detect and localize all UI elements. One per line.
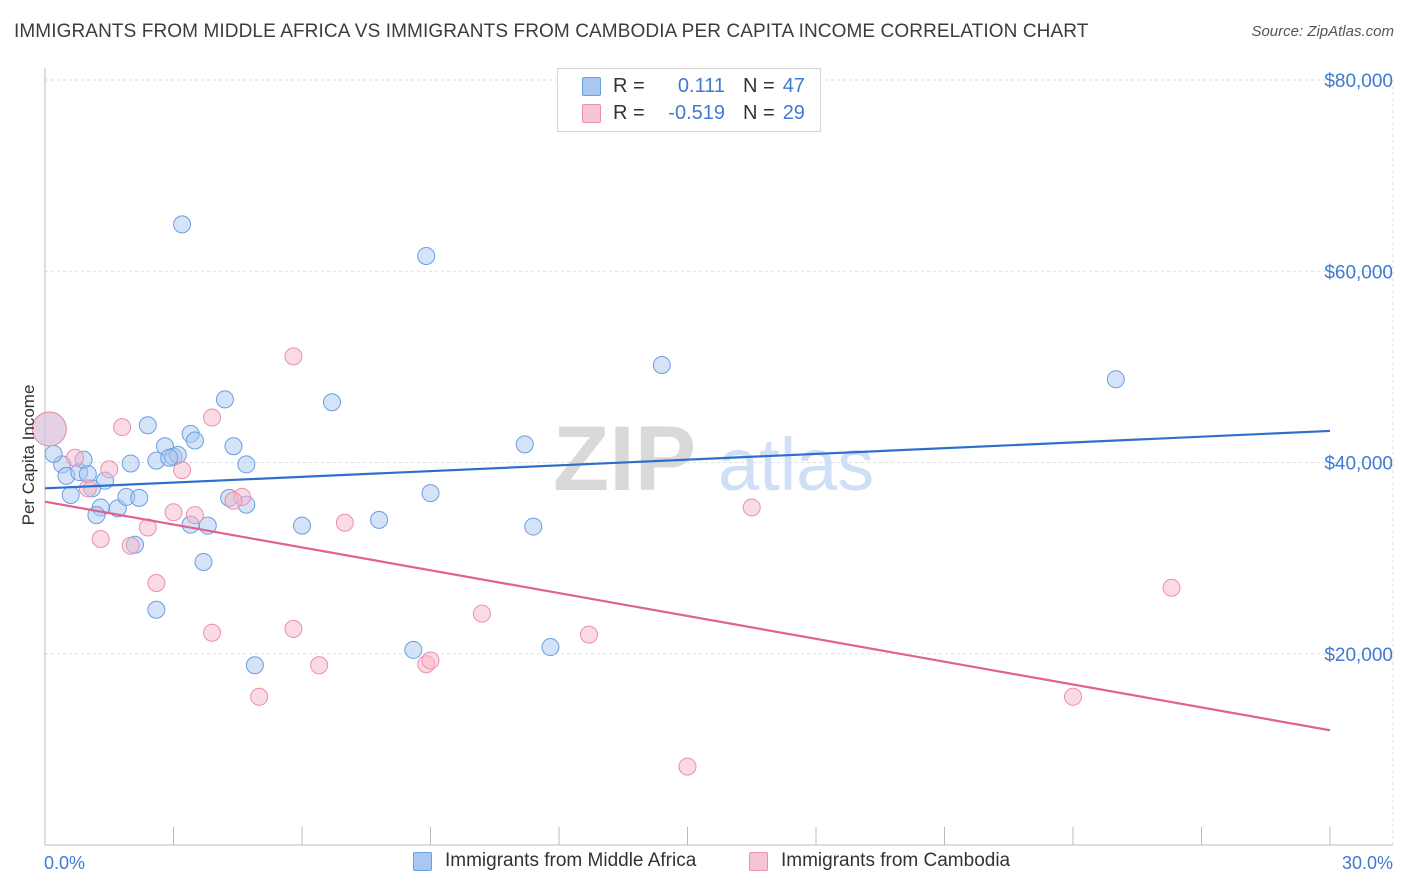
data-point — [44, 444, 63, 463]
trend-line-pink — [44, 500, 1331, 732]
legend-n-value: 29 — [782, 101, 805, 124]
data-point — [91, 530, 110, 548]
data-point — [173, 461, 192, 480]
data-point — [130, 488, 149, 507]
data-point — [173, 215, 192, 234]
legend-swatch-pink — [582, 103, 601, 123]
legend-swatch-blue — [582, 76, 601, 96]
data-point — [65, 448, 84, 467]
y-tick-label: $20,000 — [1324, 645, 1393, 666]
data-point — [215, 390, 234, 409]
legend-n-label: N = — [743, 101, 775, 124]
grid-lines — [45, 79, 1394, 845]
trend-line-blue — [44, 429, 1331, 490]
data-point — [203, 623, 222, 642]
data-point — [185, 431, 204, 450]
series-legend: Immigrants from Middle Africa Immigrants… — [0, 850, 1406, 878]
data-point — [160, 448, 179, 467]
data-point — [100, 460, 119, 479]
data-point — [421, 651, 440, 670]
data-point — [579, 625, 598, 644]
legend-r-label: R = — [613, 74, 645, 97]
data-point — [421, 484, 440, 503]
legend-item-middle-africa[interactable]: Immigrants from Middle Africa — [413, 850, 696, 872]
data-point — [147, 573, 166, 592]
data-point — [194, 552, 213, 571]
legend-swatch-pink — [749, 851, 768, 871]
legend-label-cambodia: Immigrants from Cambodia — [781, 850, 1011, 871]
y-tick-labels: $20,000 $40,000 $60,000 $80,000 — [1324, 71, 1393, 666]
data-point — [284, 347, 303, 366]
data-point — [310, 656, 329, 675]
legend-label-middle-africa: Immigrants from Middle Africa — [445, 850, 697, 871]
legend-r-value: 0.111 — [677, 74, 725, 97]
data-point — [524, 517, 543, 536]
data-point — [678, 757, 697, 776]
series-cambodia — [31, 347, 1181, 776]
chart-title: IMMIGRANTS FROM MIDDLE AFRICA VS IMMIGRA… — [14, 21, 1089, 42]
y-tick-label: $60,000 — [1324, 262, 1393, 283]
data-point — [121, 536, 140, 555]
trend-lines — [44, 429, 1331, 732]
data-point — [284, 619, 303, 638]
legend-swatch-blue — [413, 851, 432, 871]
data-point — [1064, 687, 1082, 706]
y-tick-label: $40,000 — [1324, 454, 1393, 475]
data-point — [1106, 370, 1125, 389]
data-point — [147, 600, 166, 619]
data-point — [250, 687, 269, 706]
data-point — [78, 479, 97, 498]
data-point — [203, 408, 222, 427]
data-point — [742, 498, 761, 517]
data-point — [515, 435, 534, 454]
data-point — [417, 246, 436, 265]
watermark: ZIP atlas — [553, 408, 874, 510]
watermark-atlas: atlas — [718, 423, 874, 506]
data-point — [472, 604, 491, 623]
legend-row-cambodia: R = -0.519 N = 29 — [582, 100, 805, 126]
data-point — [61, 486, 80, 505]
data-point — [652, 355, 671, 374]
data-point — [224, 491, 243, 510]
x-tick-label-max: 30.0% — [1342, 853, 1393, 873]
correlation-legend: R = 0.111 N = 47 R = -0.519 N = 29 — [557, 68, 821, 132]
source-label: Source: ZipAtlas.com — [1251, 23, 1394, 40]
data-point — [164, 503, 183, 522]
legend-row-middle-africa: R = 0.111 N = 47 — [582, 73, 805, 99]
x-tick-label-min: 0.0% — [44, 853, 85, 873]
legend-n-value: 47 — [782, 74, 805, 97]
data-point — [138, 416, 157, 435]
legend-n-label: N = — [743, 74, 775, 97]
legend-r-value: -0.519 — [668, 101, 725, 124]
y-tick-label: $80,000 — [1324, 71, 1393, 92]
data-point — [113, 418, 132, 437]
data-point — [121, 454, 140, 473]
data-point — [31, 411, 67, 447]
data-point — [1162, 578, 1181, 597]
series-middle-africa — [31, 215, 1125, 675]
y-axis-title: Per Capita Income — [19, 385, 38, 526]
data-point — [293, 516, 311, 535]
data-point — [541, 638, 560, 657]
data-point — [370, 510, 389, 529]
legend-r-label: R = — [613, 101, 645, 124]
data-point — [185, 506, 204, 525]
watermark-zip: ZIP — [553, 408, 696, 510]
data-point — [404, 640, 423, 659]
data-point — [335, 513, 354, 532]
data-point — [224, 437, 243, 456]
data-point — [322, 393, 341, 412]
data-point — [245, 656, 264, 675]
data-point — [237, 455, 256, 474]
legend-item-cambodia[interactable]: Immigrants from Cambodia — [749, 850, 1010, 872]
